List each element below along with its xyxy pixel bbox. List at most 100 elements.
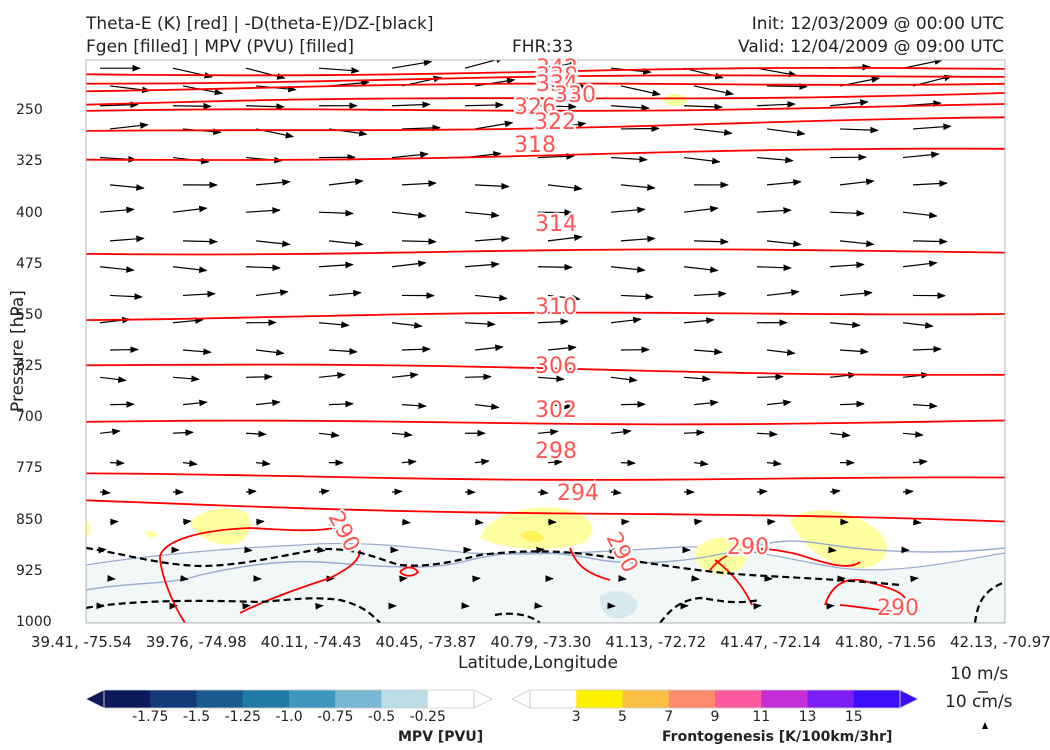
fgen-colorbar-title: Frontogenesis [K/100km/3hr] <box>662 729 893 745</box>
theta-e-contour-label: 302 <box>535 398 577 423</box>
wind-vector <box>536 546 545 554</box>
wind-vector <box>109 293 143 300</box>
mpv-colorbar-tick-label: -1.5 <box>182 709 211 725</box>
y-tick-label: 400 <box>16 204 43 221</box>
wind-vector <box>902 60 943 69</box>
theta-e-contour-290 <box>569 547 611 581</box>
wind-vector <box>474 294 508 302</box>
theta-e-contour-label: 322 <box>534 110 576 135</box>
shaded-region <box>480 507 592 550</box>
wind-vector <box>547 402 573 410</box>
wind-vector <box>755 546 764 554</box>
mpv-colorbar-segment <box>289 690 336 708</box>
wind-vector <box>391 322 423 329</box>
y-tick-label: 700 <box>16 409 43 426</box>
theta-e-contour <box>86 103 1005 112</box>
shaded-region <box>145 530 157 538</box>
wind-vector <box>766 459 782 467</box>
x-tick-label: 42.13, -70.97 <box>950 633 1050 651</box>
theta-e-contour-label: 338 <box>536 64 578 89</box>
wind-vector <box>172 317 204 324</box>
wind-vector <box>902 151 940 159</box>
wind-vector <box>609 546 618 554</box>
theta-e-contour <box>86 67 1005 77</box>
y-tick-label: 925 <box>16 562 43 579</box>
wind-vector <box>99 101 139 109</box>
wind-vector <box>683 205 719 213</box>
theta-e-contour <box>86 472 1005 481</box>
wind-vector <box>391 60 433 69</box>
wind-vector <box>829 261 865 269</box>
wind-vector <box>839 289 873 297</box>
wind-vector <box>391 101 431 109</box>
wind-vector <box>693 85 734 96</box>
fgen-colorbar-arrow-low <box>511 689 531 709</box>
wind-vector <box>172 205 208 213</box>
wind-vector <box>547 234 583 242</box>
wind-vector <box>839 240 875 247</box>
dtheta-dz-contour <box>86 597 381 623</box>
wind-vector <box>99 266 135 273</box>
wind-vector <box>912 345 942 353</box>
wind-vector <box>910 575 919 583</box>
wind-vector <box>902 488 914 496</box>
y-tick-label: 250 <box>16 102 43 119</box>
fgen-colorbar-arrow-high <box>899 689 919 709</box>
wind-vector <box>180 575 189 582</box>
wind-vector <box>328 289 362 297</box>
wind-vector <box>318 209 354 217</box>
dtheta-dz-contour <box>86 546 901 587</box>
shaded-region <box>694 537 748 575</box>
wind-vector <box>245 488 257 496</box>
wind-vector <box>620 518 630 526</box>
y-tick-label: 850 <box>16 511 43 528</box>
theta-e-contour-label: 314 <box>535 212 577 237</box>
mpv-colorbar-segment <box>335 690 382 708</box>
wind-vector <box>912 180 948 187</box>
mpv-colorbar-title: MPV [PVU] <box>398 729 484 745</box>
wind-vector <box>828 546 837 554</box>
fgen-colorbar-segment <box>668 690 716 708</box>
wind-vector <box>391 371 419 379</box>
x-tick-label: 40.79, -73.30 <box>490 633 592 651</box>
wind-vector <box>328 348 358 355</box>
wind-vector <box>109 459 125 467</box>
shaded-region <box>86 520 91 538</box>
wind-vector <box>464 373 492 381</box>
wind-vector <box>182 238 218 245</box>
y-tick-label: 625 <box>16 358 43 375</box>
wind-vector <box>182 460 198 467</box>
mpv-colorbar-arrow-low <box>85 689 105 709</box>
wind-vector <box>391 488 403 496</box>
wind-vector <box>537 375 565 383</box>
wind-vector <box>255 240 291 248</box>
wind-vector <box>464 60 505 69</box>
wind-vector <box>683 156 721 165</box>
init-time: Init: 12/03/2009 @ 00:00 UTC <box>751 14 1004 34</box>
wind-vector <box>474 458 490 466</box>
wind-vector <box>474 120 514 130</box>
forecast-hour: FHR:33 <box>512 37 574 57</box>
wind-vector <box>620 184 656 191</box>
wind-vector <box>99 428 121 436</box>
wind-vector <box>912 402 938 410</box>
wind-vector <box>182 290 216 298</box>
wind-vector <box>318 261 354 269</box>
y-tick-label: 475 <box>16 255 43 272</box>
shaded-region <box>520 530 544 543</box>
wind-vector <box>756 207 792 214</box>
wind-vector <box>172 375 200 383</box>
theta-e-contour-label: 294 <box>557 481 599 506</box>
wind-vector <box>756 101 796 108</box>
wind-vector <box>401 180 437 187</box>
wind-vector <box>912 518 922 526</box>
wind-vector <box>756 67 798 78</box>
wind-vector <box>245 264 281 272</box>
wind-vector <box>182 518 192 526</box>
wind-vector <box>902 322 934 329</box>
x-tick-label: 41.80, -71.56 <box>835 633 936 651</box>
fgen-colorbar-tick-label: 13 <box>798 709 817 725</box>
wind-vector <box>464 320 496 328</box>
wind-vector <box>620 293 654 300</box>
